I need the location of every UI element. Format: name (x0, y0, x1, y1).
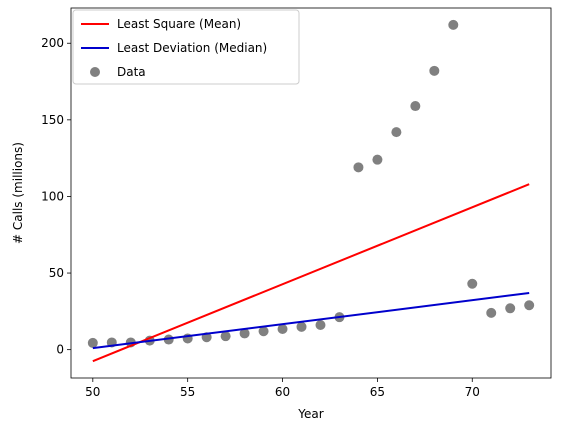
data-point (220, 331, 231, 342)
y-axis-label: # Calls (millions) (11, 142, 25, 244)
y-axis: 0 50 100 150 200 (41, 36, 71, 357)
data-point (410, 101, 421, 112)
data-point (505, 303, 516, 314)
data-point (372, 154, 383, 165)
legend-marker-swatch (90, 67, 100, 77)
data-point (239, 328, 250, 339)
least-square-line (92, 183, 530, 363)
data-point (163, 334, 174, 345)
y-tick-label: 0 (56, 343, 64, 357)
legend-entry: Least Square (Mean) (117, 17, 241, 31)
data-point (467, 278, 478, 289)
x-tick-label: 55 (180, 385, 195, 399)
data-point (87, 337, 98, 348)
x-axis: 50 55 60 65 70 (85, 378, 480, 399)
y-tick-label: 150 (41, 113, 64, 127)
x-tick-label: 65 (370, 385, 385, 399)
y-tick-label: 50 (49, 266, 64, 280)
legend-entry: Least Deviation (Median) (117, 41, 267, 55)
data-point (486, 307, 497, 318)
data-point (524, 300, 535, 311)
data-point (448, 19, 459, 30)
data-point (315, 319, 326, 330)
data-point (429, 65, 440, 76)
x-tick-label: 70 (465, 385, 480, 399)
y-tick-label: 100 (41, 189, 64, 203)
data-point (353, 162, 364, 173)
legend-box (72, 9, 300, 85)
y-tick-label: 200 (41, 36, 64, 50)
plot-area (87, 19, 535, 363)
least-deviation-line (92, 291, 530, 350)
x-tick-label: 60 (275, 385, 290, 399)
data-point (296, 321, 307, 332)
x-axis-label: Year (297, 407, 323, 421)
x-tick-label: 50 (85, 385, 100, 399)
axes-frame (70, 7, 552, 379)
legend: Least Square (Mean) Least Deviation (Medi… (72, 9, 300, 85)
data-point (258, 326, 269, 337)
legend-entry: Data (117, 65, 146, 79)
data-point (391, 127, 402, 138)
data-point (277, 323, 288, 334)
